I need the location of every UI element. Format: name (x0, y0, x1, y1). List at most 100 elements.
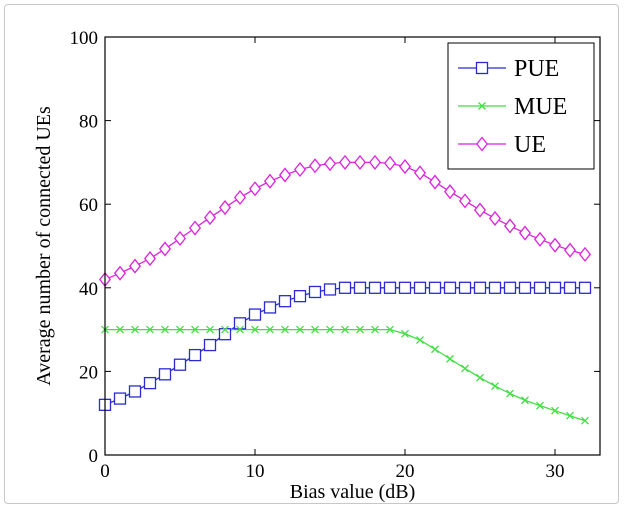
legend-label-mue: MUE (514, 94, 567, 120)
series-line-ue (104, 161, 586, 281)
data-point-ue (278, 167, 292, 183)
data-point-mue (551, 406, 559, 415)
data-point-mue (581, 416, 589, 425)
data-point-ue (248, 181, 262, 197)
data-point-mue (521, 396, 529, 405)
data-point-mue (266, 325, 274, 334)
data-point-mue (446, 354, 454, 363)
data-point-mue (416, 336, 424, 345)
data-point-pue (323, 283, 337, 296)
data-point-mue (191, 325, 199, 334)
data-point-ue (218, 200, 232, 216)
data-point-mue (566, 411, 574, 420)
data-point-ue (263, 173, 277, 189)
data-point-pue (563, 281, 577, 294)
y-tick-label: 0 (89, 446, 99, 467)
data-point-pue (578, 281, 592, 294)
data-point-ue (188, 220, 202, 236)
axis-ticks: 0 10 20 30 0 20 40 60 80 100 (70, 28, 600, 482)
data-point-mue (371, 325, 379, 334)
data-point-ue (578, 246, 592, 262)
x-axis-label: Bias value (dB) (290, 481, 416, 503)
y-tick-label: 100 (70, 28, 99, 49)
data-point-pue (263, 301, 277, 314)
data-point-pue (113, 392, 127, 405)
data-point-ue (533, 231, 547, 247)
data-point-ue (338, 154, 352, 170)
legend-marker-pue (475, 61, 489, 75)
data-point-mue (431, 345, 439, 354)
legend-marker-mue (478, 102, 486, 110)
data-point-pue (338, 281, 352, 294)
y-tick-label: 20 (79, 362, 98, 383)
data-point-pue (173, 358, 187, 371)
data-point-ue (413, 165, 427, 181)
data-point-ue (458, 193, 472, 209)
data-point-pue (473, 281, 487, 294)
series-markers (98, 154, 592, 425)
data-point-ue (203, 210, 217, 226)
series-line-mue (105, 328, 586, 422)
data-point-mue (341, 325, 349, 334)
y-tick-label: 40 (79, 279, 98, 300)
data-point-mue (206, 325, 214, 334)
data-point-pue (188, 348, 202, 362)
x-tick-label: 30 (546, 461, 565, 482)
data-point-pue (128, 385, 142, 398)
data-point-ue (353, 154, 367, 170)
data-point-mue (356, 325, 364, 334)
data-point-pue (398, 281, 412, 294)
data-point-mue (311, 325, 319, 334)
data-point-ue (128, 258, 142, 274)
legend-label-ue: UE (514, 132, 546, 158)
data-point-mue (131, 325, 139, 334)
data-point-ue (488, 210, 502, 226)
data-point-pue (248, 308, 262, 321)
data-point-mue (476, 373, 484, 382)
data-point-pue (503, 281, 517, 294)
data-point-ue (323, 156, 337, 172)
data-point-pue (308, 285, 322, 299)
y-axis-label: Average number of connected UEs (33, 106, 55, 386)
x-tick-label: 10 (246, 461, 265, 482)
legend-marker-ue (475, 136, 489, 152)
data-point-ue (428, 174, 442, 190)
data-point-mue (236, 325, 244, 334)
legend-label-pue: PUE (514, 56, 559, 82)
y-tick-label: 80 (79, 112, 98, 133)
data-point-pue (533, 281, 547, 294)
data-point-ue (383, 155, 397, 171)
data-point-ue (548, 237, 562, 253)
data-point-ue (143, 250, 157, 267)
data-point-pue (383, 281, 397, 294)
y-tick-label: 60 (79, 195, 98, 216)
data-point-mue (401, 329, 409, 338)
data-point-pue (203, 338, 217, 352)
data-point-ue (473, 202, 487, 218)
plot-area-border (104, 36, 601, 456)
legend: PUE MUE UE (447, 42, 595, 170)
data-point-pue (278, 295, 292, 308)
data-point-pue (143, 376, 157, 390)
data-point-mue (161, 325, 169, 334)
data-point-ue (293, 161, 307, 178)
data-point-ue (518, 225, 532, 241)
data-point-ue (563, 242, 577, 258)
x-tick-label: 20 (396, 461, 415, 482)
data-point-ue (113, 265, 127, 281)
data-point-ue (308, 158, 322, 174)
data-point-pue (488, 281, 502, 294)
data-point-mue (506, 389, 514, 398)
data-point-ue (158, 241, 172, 257)
data-point-pue (158, 368, 172, 381)
data-point-mue (536, 401, 544, 410)
data-point-mue (251, 325, 259, 334)
data-point-pue (233, 317, 247, 330)
data-point-pue (428, 281, 442, 294)
data-point-ue (173, 230, 187, 247)
data-point-pue (368, 281, 382, 294)
data-point-ue (503, 218, 517, 234)
data-point-ue (368, 154, 382, 170)
data-point-mue (461, 364, 469, 373)
data-point-mue (146, 325, 154, 334)
